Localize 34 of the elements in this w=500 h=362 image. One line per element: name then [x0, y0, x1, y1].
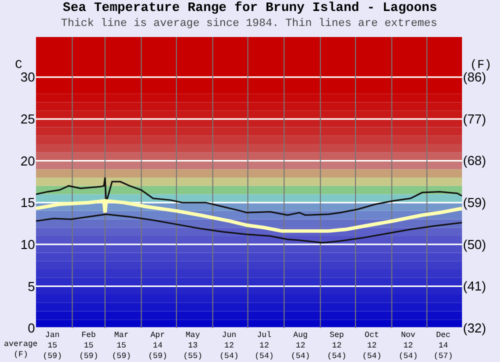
x-tick-label: Jul 12 (54): [254, 331, 274, 361]
x-tick-label: May 13 (55): [183, 331, 202, 361]
y-tick-label: 15: [20, 195, 35, 210]
y2-tick-label: (59): [463, 195, 486, 210]
y-tick-label: 20: [20, 153, 35, 168]
y2-axis-title: (F): [470, 58, 492, 72]
chart-title: Sea Temperature Range for Bruny Island - Lagoons: [62, 0, 438, 15]
y-tick-label: 5: [28, 278, 35, 294]
y2-tick-label: (41): [463, 278, 486, 294]
y-tick-label: 10: [20, 236, 35, 252]
line-series: [36, 199, 462, 233]
x-tick-label: Aug 12 (54): [290, 331, 310, 361]
line-series: [36, 176, 462, 216]
y2-tick-label: (86): [463, 70, 486, 85]
y2-tick-label: (68): [463, 153, 486, 168]
y-tick-label: 25: [20, 112, 35, 126]
y-tick-label: 0: [28, 320, 35, 336]
y-tick-label: 30: [20, 70, 35, 85]
x-tick-label: Jan 15 (59): [42, 331, 62, 361]
y2-tick-label: (77): [463, 111, 486, 126]
x-tick-label: Dec 14 (57): [434, 331, 453, 361]
x-tick-label: Oct 12 (54): [362, 331, 382, 361]
text: average (F): [4, 340, 38, 360]
line-series: [36, 214, 462, 244]
x-tick-label: Apr 14 (59): [148, 331, 168, 361]
x-tick-label: Sep 12 (54): [327, 331, 346, 361]
x-tick-label: Jun 12 (54): [220, 331, 239, 361]
y2-tick-label: (50): [463, 236, 486, 252]
x-tick-label: Feb 15 (59): [79, 331, 98, 361]
y2-tick-label: (32): [463, 320, 486, 336]
x-tick-label: Nov 12 (54): [398, 331, 418, 361]
x-tick-label: Mar 15 (59): [112, 331, 132, 361]
chart-subtitle: Thick line is average since 1984. Thin lines are extremes: [61, 18, 438, 30]
y-axis-title: C: [15, 58, 22, 72]
